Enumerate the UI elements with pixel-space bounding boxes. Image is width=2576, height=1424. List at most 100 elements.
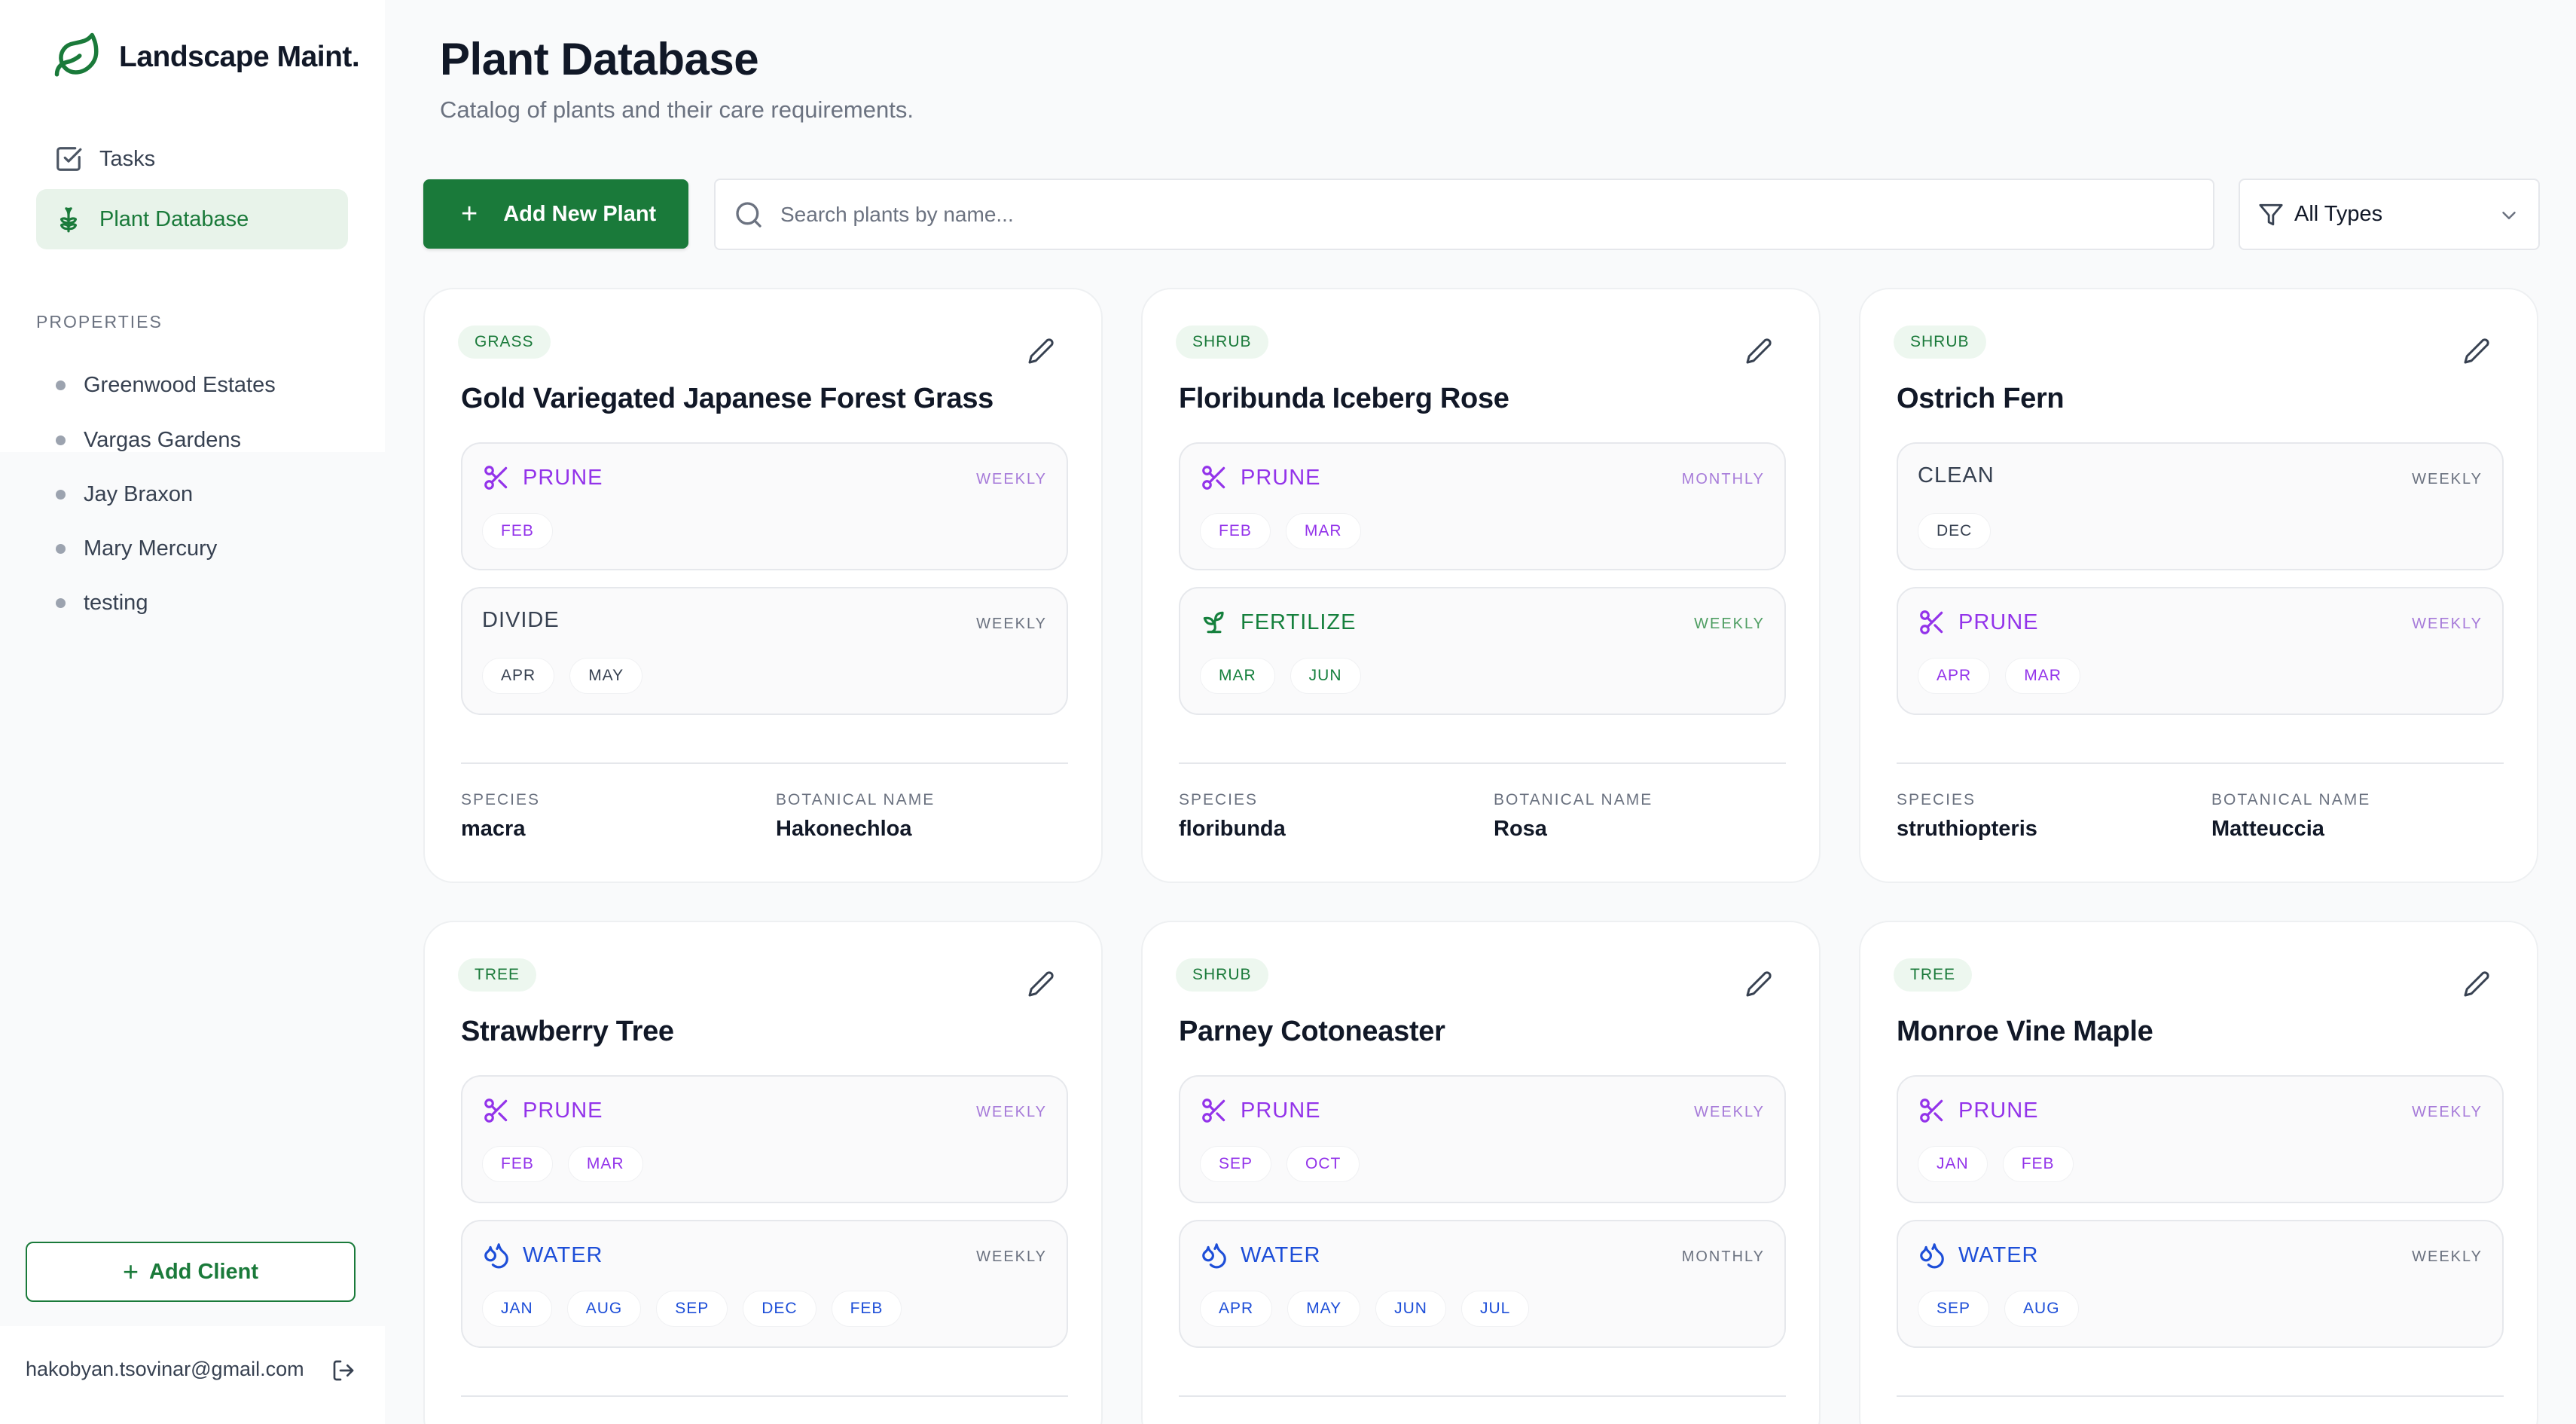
task-frequency: WEEKLY [2412,616,2483,632]
month-list: SEP OCT [1200,1146,1360,1182]
month-list: SEP AUG [1918,1291,2079,1327]
month-pill: JUL [1460,1291,1530,1327]
month-pill: SEP [656,1291,728,1327]
month-pill: JUN [1290,658,1361,694]
pencil-icon[interactable] [1027,338,1055,365]
property-item[interactable]: Mary Mercury [56,533,217,564]
plant-card[interactable]: TREE Monroe Vine Maple PRUNE WEEKLY JAN … [1859,921,2538,1424]
task-box-prune: PRUNE WEEKLY FEB [461,442,1068,570]
task-box-clean: CLEAN WEEKLY DEC [1897,442,2504,570]
scissors-icon [1200,463,1241,492]
task-name: PRUNE [523,465,603,490]
month-pill: MAY [569,658,643,694]
task-frequency: WEEKLY [976,1248,1047,1265]
task-frequency: WEEKLY [2412,1248,2483,1265]
month-list: FEB MAR [482,1146,643,1182]
bullet-dot [56,597,66,608]
pencil-icon[interactable] [2463,970,2490,998]
botanical-name-value: Hakonechloa [776,817,912,841]
botanical-name-label: BOTANICAL NAME [2211,791,2371,808]
property-item[interactable]: testing [56,588,148,618]
task-name: PRUNE [1958,1098,2039,1123]
plant-card[interactable]: SHRUB Ostrich Fern CLEAN WEEKLY DEC PRUN… [1859,288,2538,883]
task-box-water: WATER MONTHLY APR MAY JUN JUL [1179,1220,1786,1348]
month-list: APR MAR [1918,658,2080,694]
bullet-dot [56,543,66,554]
plant-type-badge: TREE [1894,958,1973,992]
month-pill: FEB [1200,513,1271,549]
type-filter-select[interactable]: All Types [2239,179,2540,250]
page-subtitle: Catalog of plants and their care require… [440,96,914,123]
property-item[interactable]: Vargas Gardens [56,425,241,455]
nav-item-plant-database[interactable]: Plant Database [36,189,348,249]
month-list: JAN FEB [1918,1146,2074,1182]
card-divider [461,1395,1068,1397]
plant-name: Parney Cotoneaster [1179,1016,1445,1047]
add-new-plant-button[interactable]: + Add New Plant [423,179,688,249]
month-pill: MAY [1287,1291,1361,1327]
chevron-down-icon [2498,204,2520,227]
pencil-icon[interactable] [2463,338,2490,365]
scissors-icon [482,463,523,492]
plant-type-badge: GRASS [458,325,551,359]
card-divider [1897,762,2504,764]
search-icon [734,200,764,230]
month-pill: APR [1918,658,1991,694]
nav-item-tasks[interactable]: Tasks [36,129,348,189]
task-box-water: WATER WEEKLY JAN AUG SEP DEC FEB [461,1220,1068,1348]
month-pill: APR [1200,1291,1273,1327]
botanical-name-value: Matteuccia [2211,817,2324,841]
task-box-water: WATER WEEKLY SEP AUG [1897,1220,2504,1348]
task-box-divide: DIVIDE WEEKLY APR MAY [461,587,1068,715]
filter-icon [2258,202,2294,228]
task-frequency: MONTHLY [1681,471,1765,487]
month-pill: FEB [482,513,553,549]
task-name: WATER [523,1242,603,1267]
brand[interactable]: Landscape Maint. [53,30,360,84]
task-frequency: WEEKLY [976,616,1047,632]
plant-type-badge: TREE [458,958,537,992]
task-name: PRUNE [523,1098,603,1123]
logout-icon[interactable] [331,1358,356,1383]
month-pill: AUG [566,1291,642,1327]
card-divider [1179,1395,1786,1397]
checkbox-icon [54,145,99,173]
seedling-icon [1200,608,1241,637]
task-name: PRUNE [1958,610,2039,634]
month-pill: JAN [482,1291,552,1327]
search-box[interactable] [714,179,2214,250]
pencil-icon[interactable] [1745,338,1772,365]
plant-card[interactable]: SHRUB Parney Cotoneaster PRUNE WEEKLY SE… [1141,921,1821,1424]
task-frequency: WEEKLY [976,1104,1047,1120]
month-pill: MAR [567,1146,643,1182]
species-value: macra [461,817,526,841]
property-name: Greenwood Estates [84,372,276,397]
scissors-icon [1200,1096,1241,1125]
task-frequency: WEEKLY [1694,616,1765,632]
pencil-icon[interactable] [1745,970,1772,998]
pencil-icon[interactable] [1027,970,1055,998]
property-name: Jay Braxon [84,481,194,506]
month-list: FEB MAR [1200,513,1361,549]
month-pill: MAR [2005,658,2080,694]
plant-card[interactable]: SHRUB Floribunda Iceberg Rose PRUNE MONT… [1141,288,1821,883]
filter-value: All Types [2294,202,2383,226]
search-input[interactable] [780,202,2136,227]
task-name: DIVIDE [482,608,560,632]
task-name: PRUNE [1241,1098,1321,1123]
property-item[interactable]: Jay Braxon [56,479,193,509]
add-client-button[interactable]: + Add Client [26,1242,356,1302]
month-pill: FEB [482,1146,553,1182]
plant-type-badge: SHRUB [1176,958,1268,992]
nav-item-label: Plant Database [99,206,249,231]
task-name: CLEAN [1918,463,1995,487]
plant-name: Gold Variegated Japanese Forest Grass [461,383,993,414]
leaf-icon [53,31,102,84]
month-pill: DEC [1918,513,1992,549]
add-client-label: Add Client [149,1259,259,1284]
task-name: PRUNE [1241,465,1321,490]
plant-card[interactable]: TREE Strawberry Tree PRUNE WEEKLY FEB MA… [423,921,1103,1424]
species-label: SPECIES [461,791,541,808]
plant-card[interactable]: GRASS Gold Variegated Japanese Forest Gr… [423,288,1103,883]
property-item[interactable]: Greenwood Estates [56,370,276,400]
